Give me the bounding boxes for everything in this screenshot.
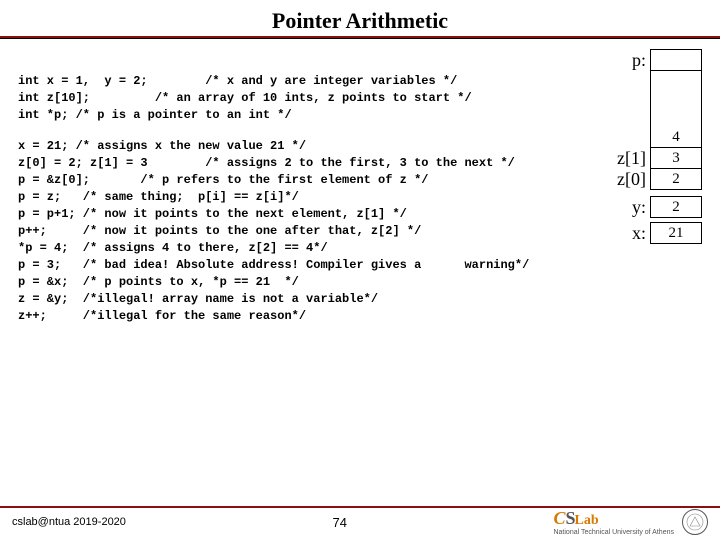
footer-logos: CSLab National Technical University of A…	[553, 508, 708, 536]
ntua-seal-icon	[682, 509, 708, 535]
logo-letter-s: S	[566, 508, 575, 528]
page-number: 74	[332, 515, 346, 530]
title-rule-black	[0, 38, 720, 39]
footer-left: cslab@ntua 2019-2020	[12, 516, 126, 528]
array-column	[650, 71, 702, 127]
diagram-row-p: p:	[592, 49, 702, 71]
footer: cslab@ntua 2019-2020 74 CSLab National T…	[0, 506, 720, 540]
cslab-logo: CSLab National Technical University of A…	[553, 508, 674, 536]
diagram-row-x: x: 21	[592, 222, 702, 244]
label-y: y:	[606, 197, 650, 218]
logo-text-lab: Lab	[575, 513, 599, 528]
logo-caption: National Technical University of Athens	[553, 529, 674, 536]
cell-z1: 3	[650, 148, 702, 169]
cell-y: 2	[650, 196, 702, 218]
label-z1: z[1]	[606, 148, 650, 169]
diagram-row-z0: z[0] 2	[606, 169, 702, 190]
cell-x: 21	[650, 222, 702, 244]
diagram-row-z1: z[1] 3	[606, 148, 702, 169]
label-p: p:	[606, 50, 650, 71]
diagram-row-z2: 4	[606, 127, 702, 148]
header: Pointer Arithmetic	[0, 0, 720, 43]
memory-diagram: p: 4 z[1] 3 z[0] 2 y: 2	[592, 49, 702, 244]
cell-p	[650, 49, 702, 71]
logo-letter-c: C	[553, 508, 565, 528]
label-z0: z[0]	[606, 169, 650, 190]
cell-z2: 4	[650, 127, 702, 148]
cell-z0: 2	[650, 169, 702, 190]
array-gap	[592, 71, 702, 127]
label-x: x:	[606, 223, 650, 244]
array-z-stack: 4 z[1] 3 z[0] 2	[592, 127, 702, 190]
content-area: int x = 1, y = 2; /* x and y are integer…	[0, 43, 720, 325]
page-title: Pointer Arithmetic	[0, 8, 720, 34]
diagram-row-y: y: 2	[592, 196, 702, 218]
